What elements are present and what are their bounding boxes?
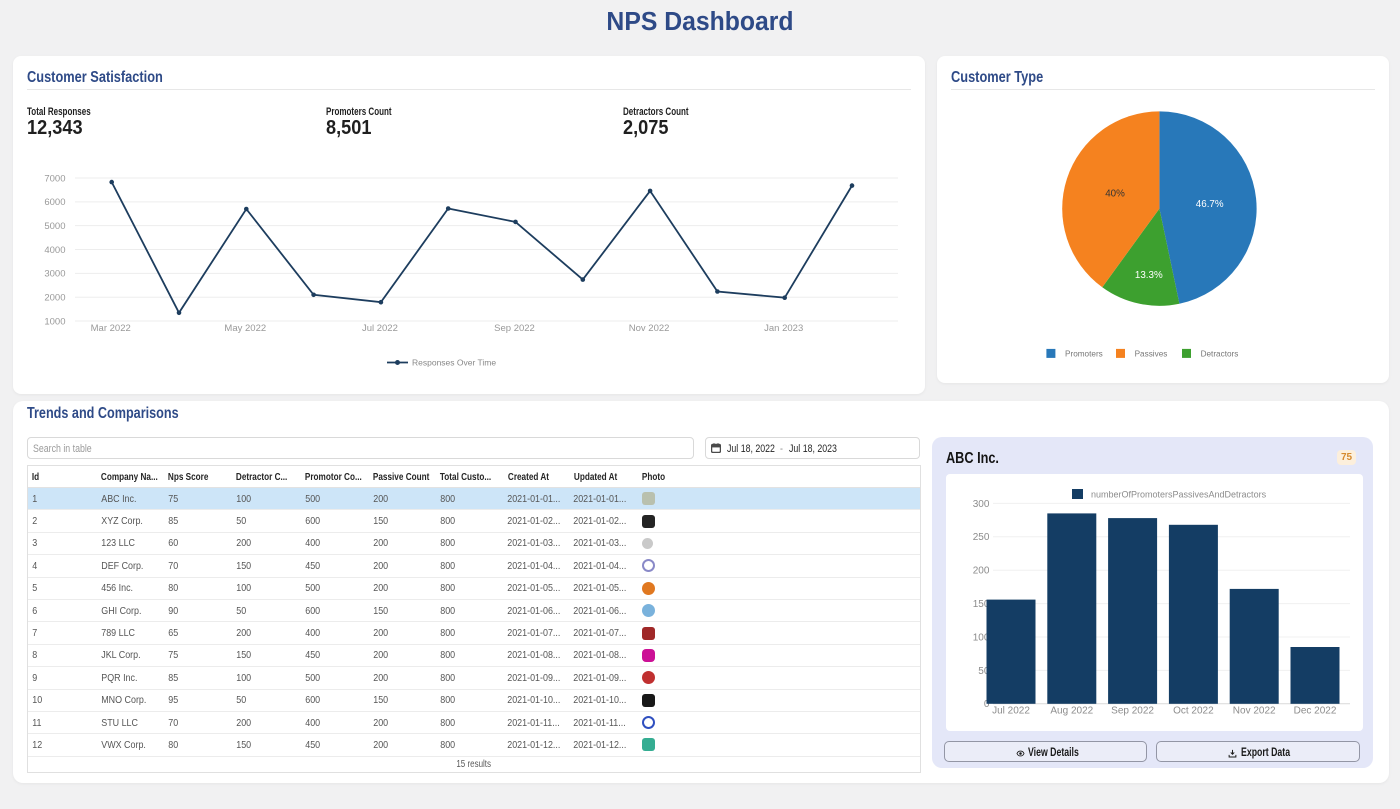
svg-text:200: 200	[973, 566, 990, 577]
svg-text:5000: 5000	[44, 221, 65, 232]
svg-text:Detractors: Detractors	[1201, 350, 1239, 359]
svg-text:Aug 2022: Aug 2022	[1050, 706, 1093, 717]
svg-text:50: 50	[978, 666, 990, 677]
svg-text:Jul 2022: Jul 2022	[992, 706, 1030, 717]
svg-text:100: 100	[973, 632, 990, 643]
svg-text:Mar 2022: Mar 2022	[91, 323, 131, 334]
svg-text:Nov 2022: Nov 2022	[1233, 706, 1276, 717]
svg-text:numberOfPromotersPassivesAndDe: numberOfPromotersPassivesAndDetractors	[1091, 490, 1267, 500]
svg-text:7000: 7000	[44, 173, 65, 184]
svg-text:1000: 1000	[44, 316, 65, 327]
svg-text:Nov 2022: Nov 2022	[629, 323, 670, 334]
svg-text:4000: 4000	[44, 245, 65, 256]
svg-text:Promoters: Promoters	[1065, 350, 1103, 359]
svg-text:13.3%: 13.3%	[1135, 270, 1163, 281]
svg-text:May 2022: May 2022	[224, 323, 266, 334]
svg-text:Sep 2022: Sep 2022	[1111, 706, 1154, 717]
svg-text:Dec 2022: Dec 2022	[1294, 706, 1337, 717]
svg-text:40%: 40%	[1105, 189, 1125, 200]
svg-text:Sep 2022: Sep 2022	[494, 323, 535, 334]
svg-text:2000: 2000	[44, 293, 65, 304]
svg-text:300: 300	[973, 499, 990, 510]
svg-text:6000: 6000	[44, 197, 65, 208]
svg-text:150: 150	[973, 599, 990, 610]
svg-text:Passives: Passives	[1135, 350, 1168, 359]
svg-text:0: 0	[984, 699, 990, 710]
svg-text:Jul 2022: Jul 2022	[362, 323, 398, 334]
svg-text:Oct 2022: Oct 2022	[1173, 706, 1214, 717]
svg-text:Jan 2023: Jan 2023	[764, 323, 803, 334]
svg-text:3000: 3000	[44, 269, 65, 280]
svg-text:250: 250	[973, 532, 990, 543]
svg-text:Responses Over Time: Responses Over Time	[412, 358, 496, 368]
svg-text:46.7%: 46.7%	[1196, 199, 1224, 210]
